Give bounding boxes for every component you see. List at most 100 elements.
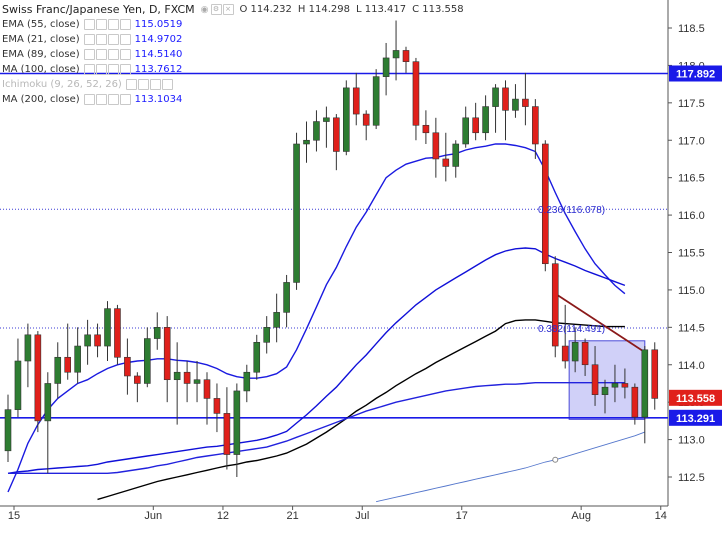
candle-body[interactable] — [502, 87, 509, 111]
candle-body[interactable] — [591, 364, 599, 395]
candle-body[interactable] — [114, 308, 121, 358]
more-icon[interactable] — [119, 49, 131, 60]
candle-body[interactable] — [293, 143, 300, 283]
candle-body[interactable] — [203, 379, 211, 399]
eye-icon[interactable] — [83, 34, 95, 45]
candle-body[interactable] — [611, 383, 619, 388]
eye-icon[interactable] — [83, 19, 95, 30]
candle-body[interactable] — [462, 117, 470, 145]
candle-body[interactable] — [492, 87, 499, 107]
candle-body[interactable] — [452, 143, 460, 167]
more-icon[interactable] — [161, 79, 173, 90]
candle-body[interactable] — [14, 360, 22, 410]
candle-body[interactable] — [283, 282, 290, 313]
candle-body[interactable] — [313, 121, 320, 141]
candle-body[interactable] — [621, 383, 629, 388]
settings-icon[interactable]: ⚙ — [210, 4, 222, 15]
candle-body[interactable] — [74, 345, 81, 373]
candle-body[interactable] — [641, 349, 649, 418]
candle-body[interactable] — [601, 386, 609, 395]
candle-body[interactable] — [134, 375, 141, 384]
candle-body[interactable] — [163, 327, 171, 381]
close-icon[interactable] — [107, 19, 119, 30]
candle-body[interactable] — [193, 379, 201, 384]
candle-body[interactable] — [144, 338, 151, 384]
candle-body[interactable] — [223, 413, 231, 455]
candle-body[interactable] — [104, 308, 111, 347]
candle-body[interactable] — [482, 106, 489, 134]
candle-body[interactable] — [333, 117, 340, 152]
candle-body[interactable] — [253, 341, 261, 373]
candle-body[interactable] — [532, 106, 539, 145]
candle-body[interactable] — [84, 334, 91, 347]
close-icon[interactable]: × — [222, 4, 234, 15]
visibility-icon[interactable]: ◉ — [200, 4, 209, 15]
candle-body[interactable] — [183, 371, 191, 384]
eye-icon[interactable] — [83, 49, 95, 60]
candle-body[interactable] — [213, 398, 221, 414]
candle-body[interactable] — [412, 61, 420, 126]
candle-body[interactable] — [243, 371, 251, 392]
candle-body[interactable] — [94, 334, 101, 347]
settings-icon[interactable] — [95, 34, 107, 45]
candle-body[interactable] — [362, 113, 370, 126]
settings-icon[interactable] — [95, 19, 107, 30]
candle-body[interactable] — [402, 50, 410, 62]
candle-body[interactable] — [54, 356, 62, 384]
candle-body[interactable] — [173, 371, 181, 381]
candle-body[interactable] — [522, 98, 529, 107]
candle-body[interactable] — [512, 98, 519, 111]
candle-body[interactable] — [472, 117, 479, 134]
settings-icon[interactable] — [95, 49, 107, 60]
candle-body[interactable] — [581, 341, 589, 366]
candle-body[interactable] — [392, 50, 400, 59]
candle-body[interactable] — [551, 263, 559, 347]
eye-icon[interactable] — [125, 79, 137, 90]
candle-body[interactable] — [303, 139, 310, 145]
candle-body[interactable] — [233, 390, 241, 455]
candle-body[interactable] — [64, 356, 71, 373]
candle-body[interactable] — [263, 327, 271, 343]
candle-body[interactable] — [571, 341, 579, 362]
more-icon[interactable] — [119, 94, 131, 105]
ma-line — [7, 247, 626, 474]
close-icon[interactable] — [107, 34, 119, 45]
indicator-name: MA (100, close) — [2, 64, 80, 75]
candle-body[interactable] — [153, 327, 161, 339]
x-tick-label: Aug — [571, 510, 591, 522]
candle-body[interactable] — [372, 76, 380, 126]
candle-body[interactable] — [4, 409, 12, 452]
eye-icon[interactable] — [83, 94, 95, 105]
candle-body[interactable] — [541, 143, 549, 265]
settings-icon[interactable] — [95, 94, 107, 105]
candle-body[interactable] — [24, 334, 32, 362]
candle-body[interactable] — [44, 383, 52, 422]
more-icon[interactable] — [119, 64, 131, 75]
candle-body[interactable] — [124, 356, 131, 377]
candle-body[interactable] — [561, 345, 569, 362]
candle-body[interactable] — [273, 312, 280, 328]
close-icon[interactable] — [107, 64, 119, 75]
candle-body[interactable] — [323, 117, 330, 122]
candle-body[interactable] — [422, 124, 430, 134]
candle-body[interactable] — [432, 132, 440, 160]
resistance-trendline[interactable] — [554, 292, 648, 355]
candle-body[interactable] — [352, 87, 360, 115]
more-icon[interactable] — [119, 19, 131, 30]
close-icon[interactable] — [149, 79, 161, 90]
settings-icon[interactable] — [137, 79, 149, 90]
close-icon[interactable] — [107, 49, 119, 60]
candle-body[interactable] — [631, 386, 639, 418]
y-tick-label: 114.5 — [678, 322, 705, 334]
ohlc-low: L 113.417 — [355, 4, 407, 15]
candle-body[interactable] — [342, 87, 350, 152]
candle-body[interactable] — [651, 349, 659, 399]
close-icon[interactable] — [107, 94, 119, 105]
candle-body[interactable] — [442, 158, 450, 167]
settings-icon[interactable] — [95, 64, 107, 75]
eye-icon[interactable] — [83, 64, 95, 75]
more-icon[interactable] — [119, 34, 131, 45]
candle-body[interactable] — [34, 334, 42, 422]
candle-body[interactable] — [382, 57, 390, 77]
